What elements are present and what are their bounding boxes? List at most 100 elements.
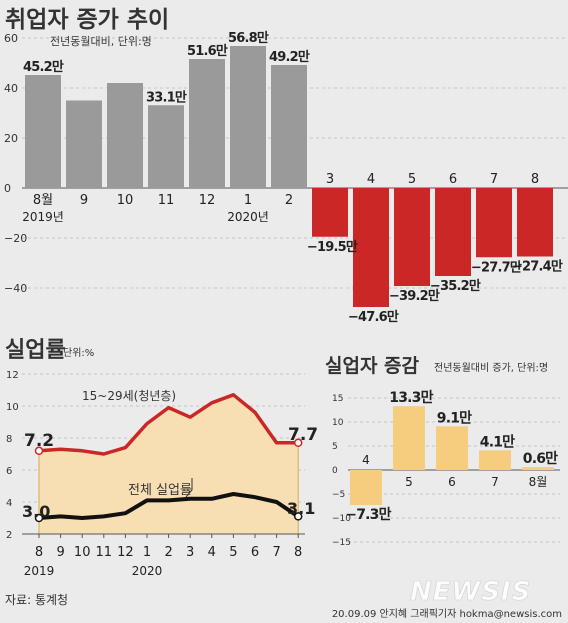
rate-ytick-label: 4 — [6, 498, 12, 509]
rate-month-label: 1 — [143, 545, 151, 560]
rate-ytick-label: 8 — [6, 434, 12, 445]
unemployed-ytick-label: 15 — [332, 394, 343, 404]
unemployed-ytick-label: −5 — [332, 490, 345, 500]
employment-chart-subtitle: 전년동월대비, 단위:명 — [50, 35, 152, 48]
employment-month-label: 10 — [117, 193, 134, 208]
employment-ytick-label: 20 — [4, 132, 18, 145]
unemployed-ytick-label: 5 — [332, 442, 338, 452]
overall-rate-line — [38, 492, 300, 520]
unemployed-data-label: 0.6만 — [523, 451, 558, 467]
youth-rate-series-label: 15~29세(청년층) — [82, 389, 176, 403]
unemployed-data-label: 13.3만 — [389, 390, 433, 406]
overall-rate-leader-line — [185, 478, 193, 498]
employment-ytick-label: 60 — [4, 32, 18, 45]
rate-ytick-label: 10 — [6, 402, 19, 413]
unemployed-month-label: 6 — [448, 475, 456, 489]
employment-month-label: 3 — [326, 172, 334, 187]
rate-month-label: 8 — [294, 545, 302, 560]
newsis-watermark-logo: NEWSIS — [410, 577, 531, 607]
employment-bar — [25, 75, 61, 188]
rate-month-label: 3 — [186, 545, 194, 560]
employment-bar — [476, 188, 512, 258]
unemployed-ytick-label: 10 — [332, 418, 344, 428]
overall-rate-endpoint-marker — [34, 513, 44, 523]
unemployed-ytick-label: 0 — [332, 466, 338, 476]
employment-bar — [189, 59, 225, 188]
employment-data-label: −27.7만 — [471, 259, 522, 275]
unemployed-bar — [522, 467, 554, 470]
unemployed-month-label: 5 — [405, 475, 413, 489]
unemployment-rate-title: 실업률 — [5, 338, 66, 363]
employment-ytick-label: 40 — [4, 82, 18, 95]
employment-month-label: 1 — [244, 193, 252, 208]
employment-month-label: 8월 — [33, 193, 53, 208]
rate-month-label: 2 — [164, 545, 172, 560]
employment-data-label: 51.6만 — [187, 43, 228, 59]
youth-rate-area — [39, 394, 299, 534]
unemployed-ytick-label: −15 — [332, 538, 351, 548]
employment-bar — [353, 188, 389, 307]
employment-month-label: 6 — [449, 172, 457, 187]
employment-bar — [230, 46, 266, 188]
unemployed-bar — [479, 450, 511, 470]
employment-month-label: 11 — [158, 193, 175, 208]
employment-bar — [66, 100, 102, 188]
employment-year-label: 2020년 — [227, 210, 269, 224]
employment-month-label: 9 — [80, 193, 88, 208]
employment-ytick-label: 0 — [4, 182, 11, 195]
employment-month-label: 2 — [285, 193, 293, 208]
employment-bar — [148, 105, 184, 188]
rate-year-label: 2020 — [132, 564, 163, 578]
rate-month-label: 8 — [35, 545, 43, 560]
overall-rate-endpoint-marker — [293, 512, 303, 521]
employment-data-label: 33.1만 — [146, 89, 187, 105]
employment-data-label: −27.4만 — [512, 259, 563, 275]
unemployed-month-label: 7 — [491, 475, 499, 489]
overall-rate-end-label: 3.1 — [287, 499, 315, 518]
employment-data-label: −35.2만 — [430, 278, 481, 294]
employment-month-label: 4 — [367, 172, 375, 187]
unemployed-data-label: 9.1만 — [437, 410, 472, 426]
youth-rate-start-label: 7.2 — [24, 431, 54, 451]
youth-rate-end-label: 7.7 — [288, 425, 318, 445]
employment-month-label: 5 — [408, 172, 416, 187]
source-note: 자료: 통계청 — [5, 593, 68, 607]
employment-bar — [394, 188, 430, 286]
employment-chart-title: 취업자 증가 추이 — [5, 7, 169, 33]
credit-line: 20.09.09 안지혜 그래픽기자 hokma@newsis.com — [332, 608, 562, 620]
employment-bar — [435, 188, 471, 276]
employment-month-label: 12 — [199, 193, 216, 208]
unemployment-rate-subtitle: 단위:% — [63, 346, 94, 359]
youth-rate-line — [38, 393, 299, 456]
employment-month-label: 7 — [490, 172, 498, 187]
unemployed-change-title: 실업자 증감 — [325, 355, 420, 377]
rate-month-label: 6 — [251, 545, 259, 560]
unemployed-data-label: −7.3만 — [345, 507, 391, 523]
rate-ytick-label: 12 — [6, 370, 19, 381]
employment-data-label: −47.6만 — [348, 309, 399, 325]
employment-year-label: 2019년 — [22, 210, 64, 224]
rate-month-label: 10 — [74, 545, 91, 560]
unemployed-change-chart: 실업자 증감 전년동월대비 증가, 단위:명 15 10 5 0 −5 −10 −15 −7… — [325, 355, 560, 548]
unemployed-bar — [436, 426, 468, 470]
unemployed-data-label: 4.1만 — [480, 434, 515, 450]
employment-bar — [107, 83, 143, 188]
unemployed-month-label: 8월 — [529, 475, 548, 489]
rate-ytick-label: 2 — [6, 530, 12, 541]
employment-chart: 취업자 증가 추이 전년동월대비, 단위:명 60 40 20 0 −20 −40 45.… — [4, 7, 568, 325]
employment-data-label: −39.2만 — [389, 288, 440, 304]
rate-month-label: 12 — [117, 545, 134, 560]
youth-rate-endpoint-marker — [34, 446, 44, 456]
rate-month-label: 11 — [96, 545, 113, 560]
unemployed-month-label: 4 — [362, 453, 370, 467]
rate-month-label: 5 — [229, 545, 237, 560]
employment-ytick-label: −20 — [4, 232, 27, 245]
employment-data-label: 56.8만 — [228, 30, 269, 46]
employment-bar — [271, 65, 307, 188]
overall-rate-start-label: 3.0 — [22, 502, 50, 521]
employment-data-label: −19.5만 — [307, 239, 358, 255]
rate-ytick-label: 6 — [6, 466, 12, 477]
unemployed-bar — [350, 470, 382, 506]
